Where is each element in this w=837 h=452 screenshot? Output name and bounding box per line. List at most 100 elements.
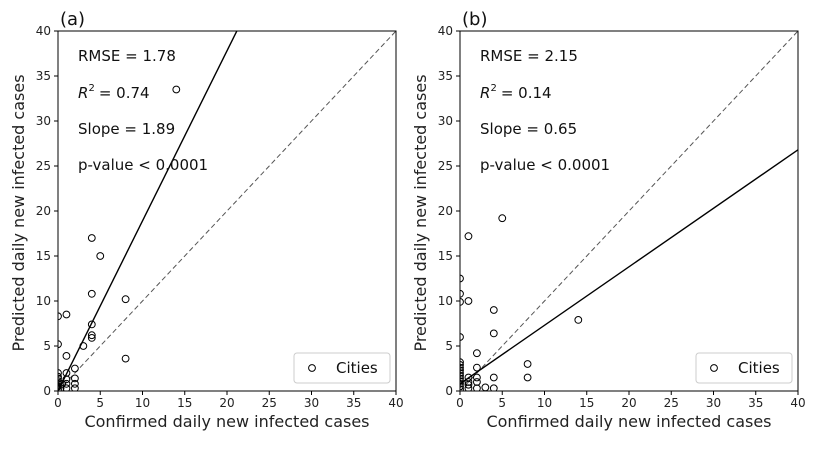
data-point [473,384,481,391]
data-point [58,369,62,377]
rmse-annotation: RMSE = 2.15 [480,47,578,65]
data-point [481,383,490,391]
panel-label: (b) [462,9,487,30]
x-tick-label: 25 [664,396,679,410]
data-point [460,333,464,341]
y-axis-label: Predicted daily new infected cases [411,74,430,351]
data-point [460,298,464,306]
y-tick-label: 0 [445,384,453,398]
data-point [460,379,464,388]
data-point [460,382,464,391]
data-point [464,378,473,386]
data-point [574,316,583,324]
identity-line [460,31,798,391]
data-point [62,384,71,391]
r2-value: = 0.74 [99,84,150,102]
x-tick-label: 15 [579,396,594,410]
y-tick-label: 15 [438,249,453,263]
legend-box [695,352,793,384]
data-point [58,372,62,381]
data-point [58,379,67,388]
data-point [71,379,79,388]
x-tick-label: 0 [54,396,62,410]
rmse-annotation: RMSE = 1.78 [78,47,176,65]
scatter-points [460,214,583,391]
data-point [58,379,62,388]
data-point [460,363,464,372]
data-point [460,371,464,380]
pvalue-annotation: p-value < 0.0001 [480,156,610,174]
data-point [62,352,71,360]
data-point [489,373,498,382]
slope-annotation: Slope = 1.89 [78,120,175,138]
y-tick-label: 25 [36,159,51,173]
data-point [87,234,96,242]
data-point [62,375,71,384]
data-point [58,385,62,391]
y-tick-label: 15 [36,249,51,263]
x-tick-label: 15 [177,396,192,410]
data-point [460,289,464,298]
legend-label: Cities [336,359,378,377]
pvalue-annotation: p-value < 0.0001 [78,156,208,174]
data-point [62,369,71,377]
data-point [473,363,481,372]
fit-line [58,31,238,391]
plot-lines [460,31,798,391]
x-tick-label: 40 [790,396,805,410]
data-point [71,364,79,373]
data-point [96,252,105,260]
y-tick-label: 10 [36,294,51,308]
x-tick-label: 10 [537,396,552,410]
y-tick-label: 10 [438,294,453,308]
data-point [489,384,498,391]
x-tick-label: 0 [456,396,464,410]
panel-b: 0 5 10 15 20 25 30 35 40 0 5 10 15 20 25 30 35 40 Confirme… [411,9,806,431]
data-point [62,310,71,319]
r2-symbol: R [78,84,88,102]
x-axis-label: Confirmed daily new infected cases [84,412,369,431]
y-tick-label: 40 [36,24,51,38]
y-axis-label: Predicted daily new infected cases [9,74,28,351]
data-point [460,274,464,283]
data-point [464,232,473,241]
data-point [79,342,88,350]
data-point [460,374,464,383]
data-point [498,214,507,223]
panel-a: 0 5 10 15 20 25 30 35 40 0 5 10 15 20 25 30 35 40 Confirme… [9,9,404,431]
y-tick-label: 30 [438,114,453,128]
x-tick-label: 35 [748,396,763,410]
x-tick-label: 35 [346,396,361,410]
data-point [523,373,532,382]
data-point [523,360,532,368]
data-point [71,374,79,383]
y-tick-label: 25 [438,159,453,173]
plot-lines [58,31,396,391]
data-point [460,369,464,377]
x-tick-label: 20 [219,396,234,410]
data-point [121,295,130,304]
y-tick-label: 0 [43,384,51,398]
legend-label: Cities [738,359,780,377]
r2-value: = 0.14 [501,84,552,102]
legend-marker [308,364,316,372]
data-point [464,384,473,391]
r2-symbol: R [480,84,490,102]
legend: Cities [695,352,793,384]
data-point [172,85,181,94]
data-point [460,377,464,385]
data-point [460,361,464,369]
x-tick-label: 10 [135,396,150,410]
legend-box [293,352,391,384]
y-tick-label: 20 [36,204,51,218]
y-tick-label: 20 [438,204,453,218]
x-tick-label: 5 [498,396,506,410]
r2-annotation: R2 = 0.14 [480,83,552,102]
data-point [473,373,481,382]
y-tick-label: 35 [438,69,453,83]
scatter-points [58,85,181,391]
legend: Cities [293,352,391,384]
data-point [473,378,481,386]
data-point [71,384,79,391]
y-tick-label: 30 [36,114,51,128]
